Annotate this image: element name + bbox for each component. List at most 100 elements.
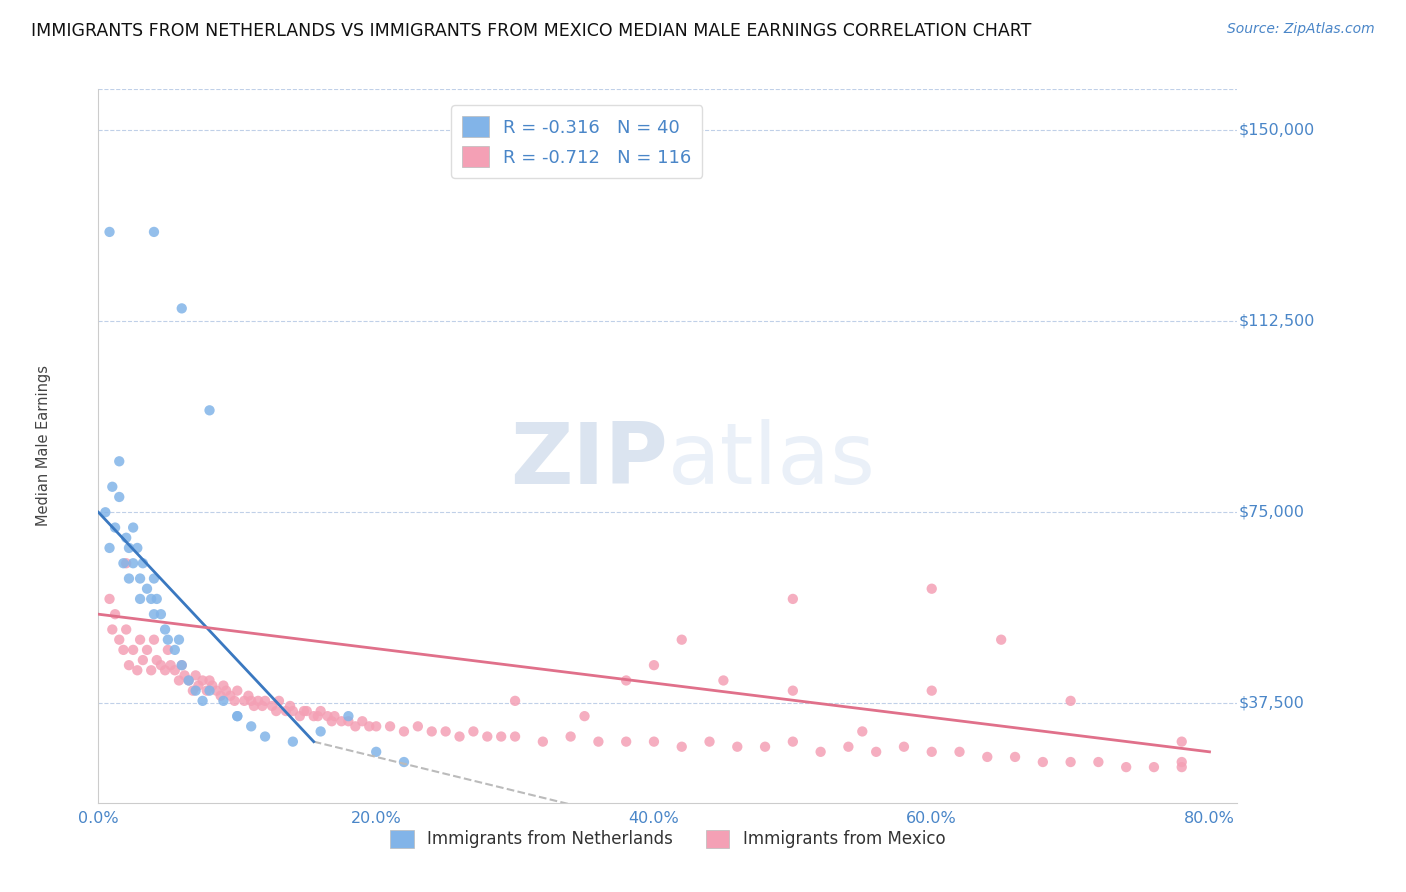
Point [153,623,176,637]
Point [198,403,221,417]
Point [115,531,138,545]
Point [420,724,443,739]
Point [252,698,274,713]
Point [141,591,163,606]
Point [136,582,159,596]
Point [233,694,256,708]
Point [1004,750,1026,764]
Point [226,683,249,698]
Point [118,658,141,673]
Point [671,739,693,754]
Point [243,698,266,713]
Point [247,694,270,708]
Point [531,734,554,748]
Point [1059,755,1081,769]
Text: $37,500: $37,500 [1239,696,1305,711]
Point [170,301,193,316]
Point [560,730,582,744]
Point [101,623,124,637]
Point [212,679,235,693]
Point [108,454,131,468]
Point [173,668,195,682]
Point [254,694,277,708]
Point [264,704,287,718]
Point [145,653,167,667]
Point [614,734,637,748]
Text: $150,000: $150,000 [1239,122,1315,137]
Point [316,709,339,723]
Text: atlas: atlas [668,418,876,502]
Point [990,632,1012,647]
Point [127,541,149,555]
Point [1143,760,1166,774]
Point [240,719,263,733]
Text: Source: ZipAtlas.com: Source: ZipAtlas.com [1227,22,1375,37]
Point [463,724,485,739]
Point [503,694,526,708]
Point [127,663,149,677]
Point [1170,734,1192,748]
Point [406,719,429,733]
Point [209,689,232,703]
Point [851,724,873,739]
Point [112,643,135,657]
Point [295,704,318,718]
Text: Median Male Earnings: Median Male Earnings [37,366,51,526]
Point [267,694,290,708]
Point [337,714,360,729]
Point [184,683,207,698]
Point [281,704,304,718]
Point [141,663,163,677]
Point [1059,694,1081,708]
Point [122,520,145,534]
Point [132,653,155,667]
Point [191,673,214,688]
Point [434,724,457,739]
Point [112,556,135,570]
Point [187,679,209,693]
Point [948,745,970,759]
Point [104,607,127,622]
Point [163,663,186,677]
Point [921,745,943,759]
Point [98,225,121,239]
Point [352,714,374,729]
Point [782,683,804,698]
Point [976,750,998,764]
Point [98,541,121,555]
Point [159,658,181,673]
Point [129,591,152,606]
Point [782,734,804,748]
Point [143,225,166,239]
Point [98,591,121,606]
Point [224,694,246,708]
Point [108,632,131,647]
Point [118,541,141,555]
Point [337,709,360,723]
Point [254,730,277,744]
Point [865,745,887,759]
Point [177,673,200,688]
Point [810,745,832,759]
Text: IMMIGRANTS FROM NETHERLANDS VS IMMIGRANTS FROM MEXICO MEDIAN MALE EARNINGS CORRE: IMMIGRANTS FROM NETHERLANDS VS IMMIGRANT… [31,22,1032,40]
Point [108,490,131,504]
Point [489,730,512,744]
Point [201,679,224,693]
Point [614,673,637,688]
Point [215,683,238,698]
Point [392,755,415,769]
Point [671,632,693,647]
Point [302,709,325,723]
Point [281,734,304,748]
Point [292,704,315,718]
Point [1170,755,1192,769]
Point [643,734,665,748]
Legend: Immigrants from Netherlands, Immigrants from Mexico: Immigrants from Netherlands, Immigrants … [384,823,952,855]
Point [307,709,329,723]
Point [503,730,526,744]
Point [212,694,235,708]
Point [115,556,138,570]
Text: $75,000: $75,000 [1239,505,1305,520]
Text: $112,500: $112,500 [1239,314,1315,328]
Point [477,730,499,744]
